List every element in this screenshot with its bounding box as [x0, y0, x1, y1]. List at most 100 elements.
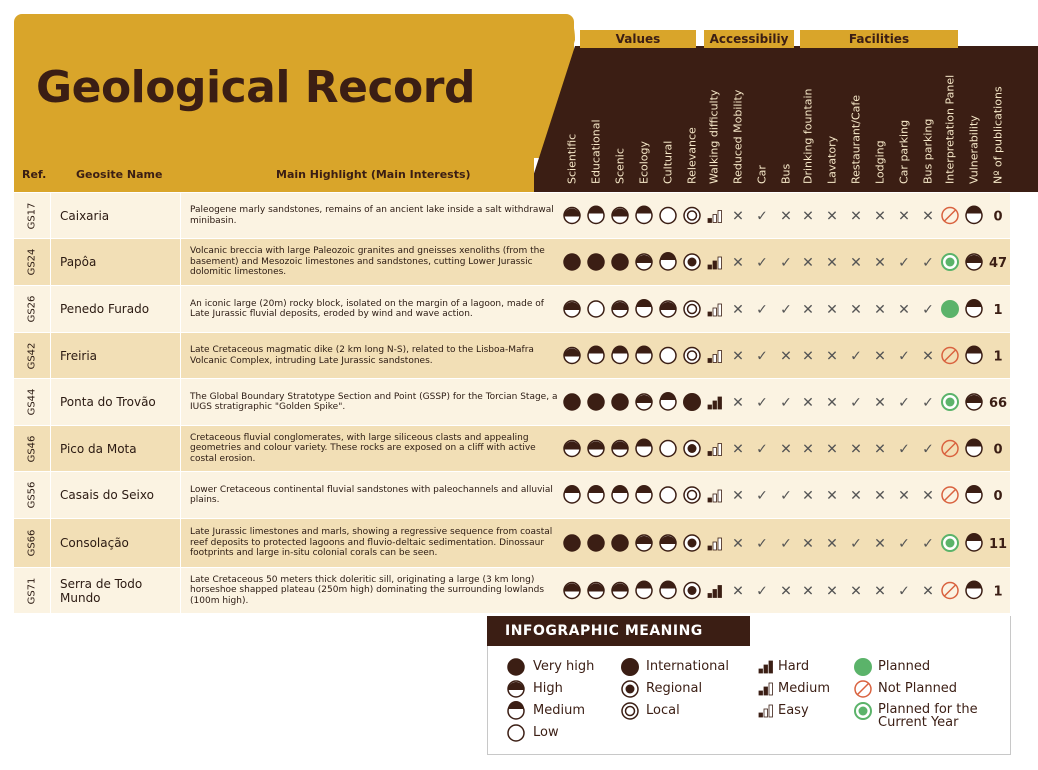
- facility-mark: ✕: [898, 488, 910, 504]
- value-level-mark: [611, 300, 629, 318]
- value-level-mark: [563, 346, 581, 365]
- table-row: GS24 Papôa Volcanic breccia with large Pal…: [14, 239, 1010, 285]
- value-level-mark: [563, 439, 581, 458]
- value-level-mark: [563, 485, 581, 504]
- row-highlight: The Global Boundary Stratotype Section a…: [190, 391, 558, 413]
- title-banner: [14, 14, 574, 158]
- table-row: GS46 Pico da Mota Cretaceous fluvial congl…: [14, 426, 1010, 471]
- legend-easy-icon: [758, 704, 773, 718]
- reduced-mobility-mark: ✕: [732, 255, 744, 271]
- reduced-mobility-mark: ✕: [732, 488, 744, 504]
- facility-mark: ✕: [802, 255, 814, 271]
- value-level-mark: [659, 392, 677, 411]
- facility-mark: ✕: [898, 209, 910, 225]
- legend-regional-icon: [621, 680, 639, 698]
- row-symbols: ✕ ✓ ✕ ✕ ✕ ✓ ✕ ✓ ✕ 1: [563, 345, 1003, 365]
- row-symbols: ✕ ✓ ✓ ✕ ✕ ✕ ✕ ✕ ✓ 1: [563, 299, 1003, 318]
- facility-mark: ✕: [874, 395, 886, 411]
- table-row: GS66 Consolação Late Jurassic limestones a…: [14, 519, 1010, 567]
- legend-high: High: [533, 681, 563, 696]
- facility-mark: ✓: [850, 395, 862, 411]
- relevance-mark: [683, 581, 701, 600]
- publications-count: 11: [989, 537, 1007, 552]
- reduced-mobility-mark: ✕: [732, 209, 744, 225]
- cell-divider: [50, 193, 51, 238]
- group-facilities: Facilities: [800, 30, 958, 48]
- facility-mark: ✕: [898, 302, 910, 318]
- facility-mark: ✕: [874, 209, 886, 225]
- facility-mark: ✕: [850, 255, 862, 271]
- legend-planned-icon: [854, 658, 872, 676]
- legend-low: Low: [533, 725, 559, 740]
- interpretation-panel-mark: [941, 534, 959, 552]
- facility-mark: ✕: [850, 209, 862, 225]
- cell-divider: [180, 472, 181, 518]
- facility-mark: ✕: [826, 209, 838, 225]
- legend-easy: Easy: [778, 703, 809, 718]
- cell-divider: [50, 286, 51, 332]
- cell-divider: [50, 519, 51, 567]
- walking-difficulty-mark: [707, 537, 722, 551]
- value-level-mark: [659, 439, 677, 458]
- legend-hard-icon: [758, 660, 773, 674]
- facility-mark: ✕: [922, 349, 934, 365]
- facility-mark: ✕: [874, 255, 886, 271]
- facility-mark: ✕: [826, 255, 838, 271]
- facility-mark: ✕: [850, 488, 862, 504]
- cell-divider: [180, 286, 181, 332]
- row-symbols: ✕ ✓ ✓ ✕ ✕ ✓ ✕ ✓ ✓ 11: [563, 533, 1007, 552]
- table-row: GS56 Casais do Seixo Lower Cretaceous cont…: [14, 472, 1010, 518]
- bus-mark: ✓: [780, 488, 792, 504]
- facility-mark: ✓: [850, 536, 862, 552]
- relevance-mark: [683, 253, 701, 271]
- legend-international: International: [646, 659, 729, 674]
- reduced-mobility-mark: ✕: [732, 395, 744, 411]
- publications-count: 0: [993, 210, 1002, 225]
- facility-mark: ✕: [826, 395, 838, 411]
- bus-mark: ✕: [780, 349, 792, 365]
- reduced-mobility-mark: ✕: [732, 584, 744, 600]
- facility-mark: ✕: [874, 302, 886, 318]
- value-level-mark: [563, 581, 581, 600]
- group-accessibility: Accessibiliy: [704, 30, 794, 48]
- walking-difficulty-mark: [707, 350, 722, 363]
- bus-mark: ✓: [780, 302, 792, 318]
- name-header: Geosite Name: [76, 168, 163, 181]
- relevance-mark: [683, 346, 701, 365]
- vulnerability-mark: [965, 438, 983, 458]
- legend-very-high: Very high: [533, 659, 595, 674]
- row-symbols: ✕ ✓ ✕ ✕ ✕ ✕ ✕ ✕ ✕ 0: [563, 205, 1003, 225]
- relevance-mark: [683, 393, 701, 411]
- row-highlight: Late Cretaceous 50 meters thick doleriti…: [190, 574, 545, 606]
- row-geosite-name: Ponta do Trovão: [60, 395, 156, 409]
- value-level-mark: [635, 345, 653, 365]
- legend-medium-icon: [507, 701, 525, 720]
- facility-mark: ✓: [922, 536, 934, 552]
- legend-planned-current-icon: [854, 702, 872, 720]
- reduced-mobility-mark: ✕: [732, 536, 744, 552]
- walking-difficulty-mark: [707, 585, 722, 598]
- legend-title: INFOGRAPHIC MEANING: [487, 616, 750, 646]
- facility-mark: ✓: [922, 255, 934, 271]
- publications-count: 0: [993, 489, 1002, 504]
- page-title: Geological Record: [36, 62, 475, 113]
- publications-count: 1: [993, 350, 1002, 365]
- facility-mark: ✕: [826, 302, 838, 318]
- facility-mark: ✕: [826, 584, 838, 600]
- value-level-mark: [563, 300, 581, 318]
- vulnerability-mark: [965, 580, 983, 600]
- row-geosite-name: Papôa: [60, 255, 97, 269]
- row-highlight: Late Cretaceous magmatic dike (2 km long…: [190, 345, 534, 366]
- legend-low-icon: [507, 724, 525, 742]
- value-level-mark: [563, 393, 581, 411]
- relevance-mark: [683, 486, 701, 504]
- facility-mark: ✓: [898, 536, 910, 552]
- vulnerability-mark: [965, 393, 983, 411]
- value-level-mark: [611, 345, 629, 365]
- row-geosite-name: Pico da Mota: [60, 441, 137, 456]
- cell-divider: [180, 426, 181, 471]
- facility-mark: ✓: [922, 302, 934, 318]
- value-level-mark: [659, 534, 677, 552]
- bus-mark: ✕: [780, 584, 792, 600]
- highlight-header: Main Highlight (Main Interests): [276, 168, 471, 181]
